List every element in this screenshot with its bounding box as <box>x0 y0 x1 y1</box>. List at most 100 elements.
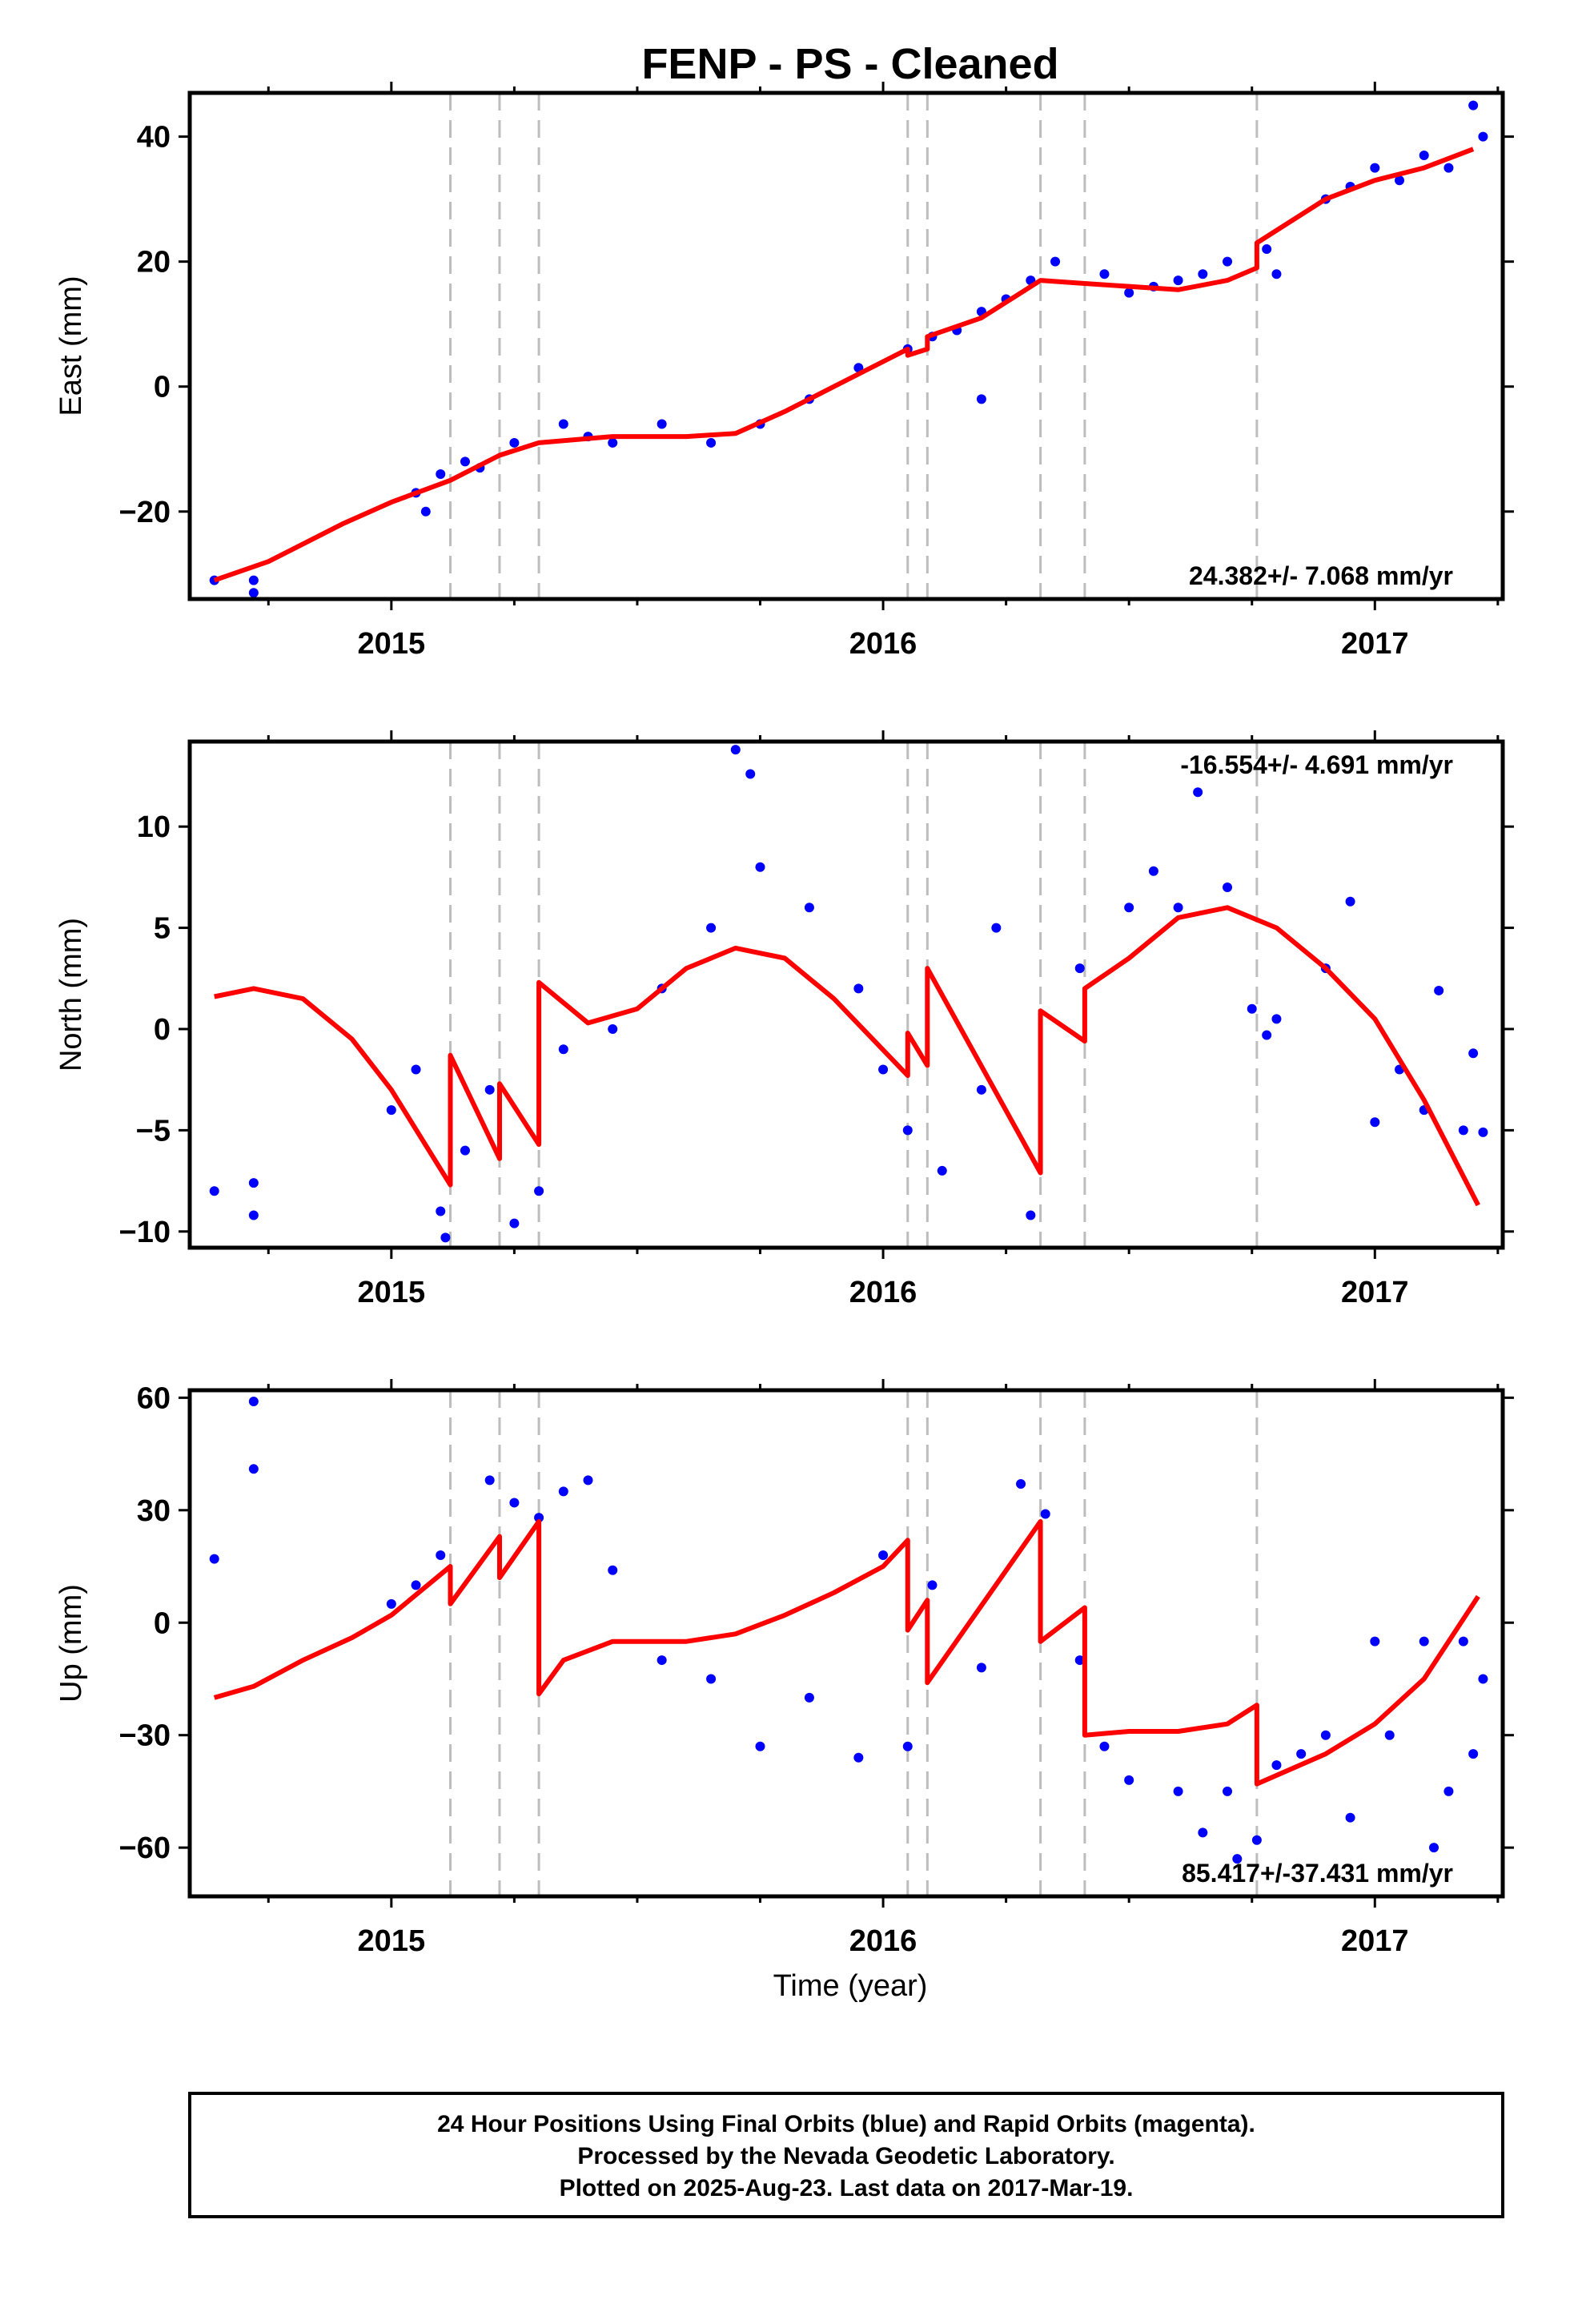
data-point <box>1468 1048 1479 1059</box>
data-point <box>937 1165 947 1176</box>
data-point <box>386 1105 396 1116</box>
data-point <box>1040 1509 1050 1519</box>
data-point <box>509 1498 520 1508</box>
data-point <box>248 1210 259 1220</box>
data-point <box>1271 1014 1282 1024</box>
data-point <box>804 903 814 913</box>
data-point <box>1370 163 1380 173</box>
rate-label: -16.554+/- 4.691 mm/yr <box>1180 750 1453 779</box>
data-point <box>1099 269 1110 279</box>
y-tick-label: −5 <box>136 1114 171 1148</box>
footer-box <box>188 2092 1504 2218</box>
y-tick-label: 40 <box>137 121 171 155</box>
data-point <box>878 1550 889 1560</box>
data-point <box>1124 287 1134 298</box>
data-point <box>927 1580 938 1590</box>
x-axis-label: Time (year) <box>773 1969 928 2003</box>
data-point <box>976 394 986 404</box>
data-point <box>853 983 864 994</box>
data-point <box>1074 1655 1085 1666</box>
y-axis-label: East (mm) <box>54 275 88 416</box>
y-tick-label: 5 <box>154 912 171 946</box>
data-point <box>1223 883 1233 893</box>
y-tick-label: −20 <box>119 496 171 529</box>
data-point <box>460 1145 470 1156</box>
data-point <box>1384 1730 1395 1740</box>
data-point <box>248 588 259 598</box>
data-point <box>1320 1730 1331 1740</box>
data-point <box>755 1741 765 1751</box>
data-point <box>745 769 756 779</box>
footer-line-2: Processed by the Nevada Geodetic Laborat… <box>577 2143 1114 2169</box>
east-panel: −20 0 20 40 2015 2016 2017 East (mm) 24.382+/- 7… <box>54 82 1514 661</box>
data-point <box>1050 256 1061 267</box>
data-point <box>1429 1843 1439 1853</box>
data-point <box>509 1218 520 1228</box>
data-point <box>1262 1030 1272 1040</box>
y-tick-label: 30 <box>137 1494 171 1528</box>
data-point <box>608 1023 618 1034</box>
model-line <box>213 147 1475 583</box>
data-point <box>1074 963 1085 974</box>
data-point <box>509 437 520 448</box>
data-point <box>1458 1636 1468 1647</box>
data-point <box>656 1655 667 1666</box>
data-point <box>706 923 717 933</box>
data-point <box>534 1186 544 1196</box>
data-point <box>706 437 717 448</box>
x-tick-label: 2015 <box>358 627 426 661</box>
data-point <box>1099 1741 1110 1751</box>
data-point <box>484 1475 495 1486</box>
data-point <box>209 1186 219 1196</box>
data-point <box>248 1397 259 1407</box>
data-point <box>1232 1854 1243 1864</box>
data-point <box>420 506 431 517</box>
data-point <box>1345 896 1355 907</box>
rate-label: 85.417+/-37.431 mm/yr <box>1182 1859 1453 1888</box>
data-point <box>534 1513 544 1523</box>
data-point <box>1271 269 1282 279</box>
y-tick-label: 0 <box>154 1013 171 1047</box>
data-point <box>1193 787 1203 798</box>
x-tick-label: 2017 <box>1341 627 1409 661</box>
y-tick-label: 0 <box>154 1606 171 1640</box>
data-point <box>1296 1749 1307 1759</box>
data-point <box>248 575 259 585</box>
data-point <box>608 437 618 448</box>
data-point <box>1026 1210 1036 1220</box>
data-point <box>1478 1127 1488 1137</box>
data-point <box>1271 1760 1282 1771</box>
data-point <box>1443 1786 1454 1796</box>
data-point <box>1198 1827 1208 1838</box>
data-point <box>558 419 568 429</box>
data-point <box>1173 903 1183 913</box>
data-point <box>976 1663 986 1673</box>
data-point <box>976 1084 986 1095</box>
x-tick-label: 2016 <box>849 627 917 661</box>
data-point <box>209 1554 219 1564</box>
data-point <box>1198 269 1208 279</box>
x-tick-label: 2015 <box>358 1924 426 1958</box>
data-point <box>1016 1479 1026 1490</box>
plot-area <box>209 742 1488 1248</box>
data-point <box>902 1125 913 1136</box>
y-tick-label: −10 <box>119 1216 171 1249</box>
data-point <box>460 456 470 467</box>
data-point <box>1247 1003 1257 1014</box>
data-point <box>853 1752 864 1763</box>
data-point <box>878 1064 889 1075</box>
footer-line-3: Plotted on 2025-Aug-23. Last data on 201… <box>560 2175 1134 2201</box>
data-point <box>1148 866 1158 876</box>
data-point <box>436 1206 446 1216</box>
y-tick-label: −30 <box>119 1719 171 1753</box>
x-tick-label: 2016 <box>849 1276 917 1309</box>
y-tick-label: 10 <box>137 810 171 844</box>
data-point <box>804 1692 814 1703</box>
data-point <box>1468 100 1479 111</box>
up-panel: −60 −30 0 30 60 2015 2016 2017 Up (mm) 85.417+/-3… <box>54 1379 1514 1958</box>
plot-frame <box>187 90 1505 601</box>
data-point <box>1345 1812 1355 1823</box>
plot-frame <box>187 1388 1505 1899</box>
data-point <box>583 1475 593 1486</box>
data-point <box>902 1741 913 1751</box>
